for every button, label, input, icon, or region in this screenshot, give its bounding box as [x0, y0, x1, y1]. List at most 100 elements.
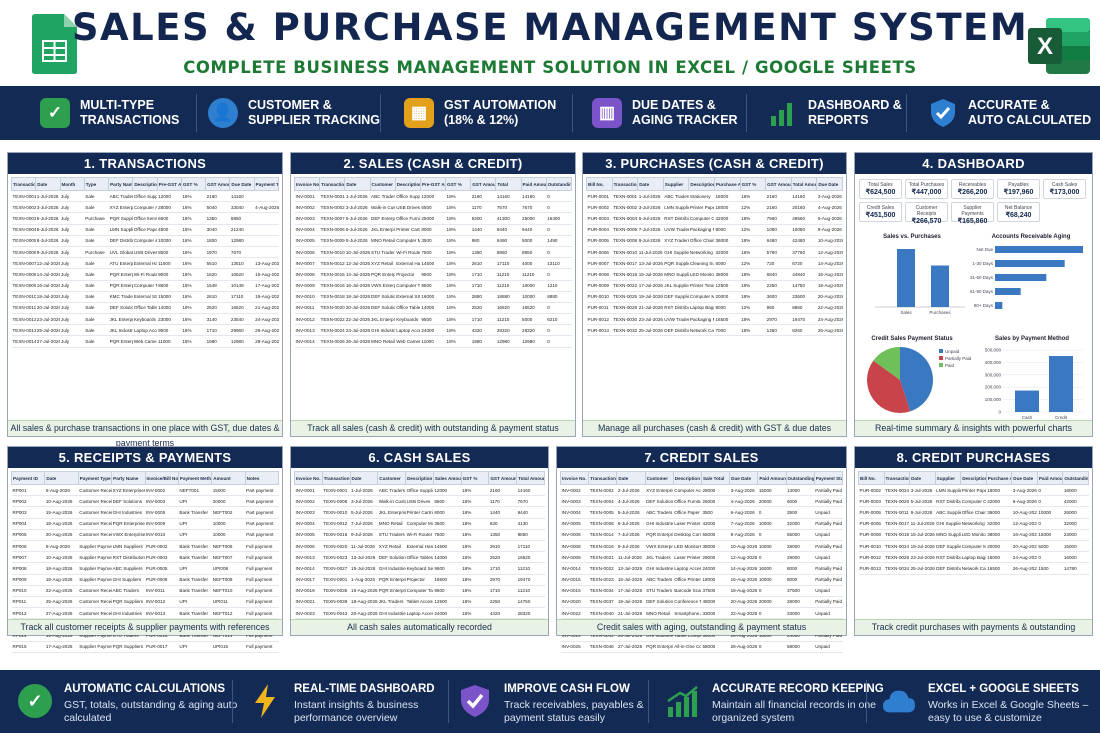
column-header: Invoice No.: [293, 177, 321, 191]
table-cell: 42000: [1062, 495, 1089, 508]
kpi-value: ₹447,000: [911, 189, 942, 196]
cloud-icon: [882, 684, 916, 718]
table-cell: 18-Aug-2026: [350, 596, 378, 609]
table-cell: TEXN-0021: [588, 551, 617, 564]
table-cell: RP009: [11, 574, 45, 586]
table-cell: 7000: [714, 324, 741, 337]
table-cell: Partially Paid: [814, 484, 843, 497]
table-cell: Sale: [84, 224, 109, 236]
table-cell: Computer Table: [405, 585, 434, 597]
column-header: Bill No.: [858, 471, 885, 485]
table-cell: 2160: [488, 484, 517, 497]
table-cell: PUR-0006: [145, 574, 179, 586]
table-cell: 1800: [205, 235, 230, 247]
table-cell: INV-0019: [294, 585, 323, 597]
table-cell: ABC Traders: [370, 190, 396, 203]
table-cell: 21-Jul-2026: [637, 302, 664, 315]
panel-footer: Track all sales (cash & credit) with out…: [291, 420, 575, 436]
table-cell: 26-Jul-2026: [344, 335, 371, 348]
table-cell: 2-Jul-2026: [616, 484, 646, 497]
benefit-desc: GST, totals, outstanding & aging auto ca…: [64, 699, 238, 724]
table-row: INV-0013 TEXN-0023 13-Jul-2026 DEF Solution…: [294, 551, 545, 564]
table-cell: TEXN-0010: [322, 506, 351, 519]
table-cell: NEFT010: [211, 585, 246, 597]
table-cell: 18%: [461, 551, 489, 564]
column-header: Pre-GST Amount: [156, 177, 182, 191]
table-cell: July: [60, 268, 85, 281]
table-cell: GHI Industries: [370, 324, 396, 337]
table-cell: 23000: [1062, 529, 1089, 541]
table-cell: 11-Jul-2026: [350, 540, 378, 553]
table-cell: 1620: [205, 268, 230, 281]
column-header: Date: [35, 177, 61, 191]
table-cell: TEXN-0022: [319, 313, 345, 326]
kpi-value: ₹173,000: [1049, 189, 1080, 196]
panel-footer: Real-time summary & insights with powerf…: [855, 420, 1092, 436]
table-cell: 11210: [516, 562, 545, 575]
column-header: Payment ID: [10, 471, 46, 485]
panel-footer: Credit sales with aging, outstanding & p…: [557, 619, 846, 635]
table-cell: 18%: [181, 190, 206, 203]
feature-label: AUTO CALCULATED: [968, 113, 1092, 127]
table-cell: TEXN-0015: [319, 268, 345, 281]
table-cell: PQR Suppliers: [108, 212, 133, 225]
table-cell: 14160: [495, 190, 522, 203]
table-cell: GHI Suppliers: [663, 246, 689, 259]
table-cell: Unpaid: [814, 585, 843, 597]
table-cell: TEXN-0014: [588, 529, 617, 541]
table-row: INV-0001 TEXN-0001 1-Jul-2026 ABC Traders Of…: [294, 190, 572, 203]
page-subtitle: COMPLETE BUSINESS MANAGEMENT SOLUTION IN…: [183, 58, 917, 77]
bar-chart-icon: [768, 98, 798, 128]
table-cell: 8850: [229, 212, 255, 225]
table-cell: ATU Enterprises: [108, 257, 133, 270]
table-cell: TEXN-0009: [11, 280, 36, 292]
table-cell: 10000: [211, 518, 246, 530]
table-cell: RST Distributors: [935, 495, 961, 508]
table-cell: TEXN-0037: [588, 596, 617, 609]
table-cell: Computer Components: [688, 212, 715, 225]
table-cell: 20000: [714, 291, 741, 303]
table-cell: July: [60, 201, 85, 214]
column-header: Due Date: [229, 177, 255, 191]
table-cell: 1500: [1037, 562, 1063, 575]
table-cell: PQR Enterprises: [108, 268, 133, 281]
table-cell: 42000: [714, 212, 741, 225]
table-cell: 6000: [786, 495, 815, 508]
table-cell: Printer Paper: [688, 201, 715, 214]
table-cell: 22-Jul-2026: [344, 313, 371, 326]
table-cell: 1970: [205, 246, 230, 259]
table-cell: DEF Solutions: [645, 596, 674, 609]
table-cell: UVW Traders: [663, 313, 689, 326]
benefit-title: AUTOMATIC CALCULATIONS: [64, 683, 225, 695]
table-cell: 0: [757, 607, 786, 620]
table-cell: Unpaid: [814, 506, 843, 519]
table-cell: 15-Jul-2026: [616, 574, 646, 586]
table-cell: External SSD: [132, 291, 158, 303]
table-cell: Partially Paid: [814, 540, 843, 553]
table-cell: 16520: [495, 302, 522, 315]
table-cell: RST Distributors: [663, 302, 689, 315]
table-cell: TEXN-0027: [322, 562, 351, 575]
column-header: Date: [349, 471, 379, 485]
table-cell: 4-Aug-2026: [254, 201, 279, 214]
table-cell: 16-Jul-2026: [344, 280, 371, 292]
table-cell: 18%: [445, 313, 471, 326]
table-cell: Web Camera: [132, 335, 158, 348]
table-cell: Laser Printer: [673, 551, 702, 564]
table-cell: TEXN-0005: [612, 224, 638, 236]
panel-title: 2. SALES (CASH & CREDIT): [291, 153, 575, 174]
table-cell: NEFT007: [211, 551, 246, 564]
table-cell: RP003: [11, 506, 45, 519]
table-cell: Full payment: [245, 629, 279, 642]
table-cell: 9000: [714, 224, 741, 236]
column-header: Transaction ID: [321, 471, 351, 485]
table-cell: 18%: [445, 212, 471, 225]
table-cell: STU Traders: [645, 585, 674, 597]
table-cell: 1-Aug-2026: [350, 574, 378, 586]
table-cell: 22-Aug-2026: [816, 302, 843, 315]
table-cell: JKL Enterprises: [370, 224, 396, 236]
table-cell: TEXN-0026: [319, 335, 345, 348]
